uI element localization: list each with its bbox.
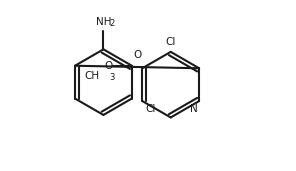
Text: Cl: Cl [165, 37, 176, 47]
Text: NH: NH [96, 17, 111, 27]
Text: N: N [190, 104, 197, 114]
Text: Cl: Cl [146, 104, 156, 114]
Text: 2: 2 [110, 19, 115, 28]
Text: 3: 3 [109, 73, 115, 82]
Text: O: O [133, 50, 141, 60]
Text: O: O [104, 61, 112, 71]
Text: CH: CH [85, 71, 100, 81]
